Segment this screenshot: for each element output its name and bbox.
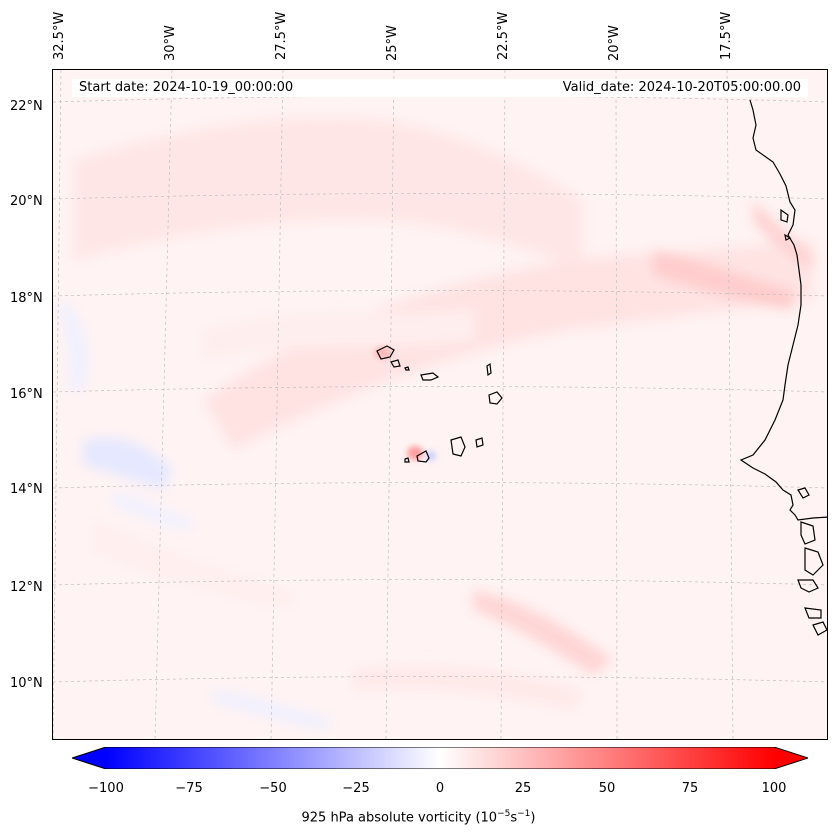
lon-label-32-5w: 32.5°W <box>52 11 67 60</box>
colorbar-extend-min <box>72 747 106 769</box>
map-canvas <box>53 70 827 739</box>
lat-label-18n: 18°N <box>10 291 43 306</box>
coastline <box>739 99 827 636</box>
colorbar-tick: −75 <box>175 781 203 796</box>
colorbar-tick: −100 <box>88 781 124 796</box>
colorbar-tick: 50 <box>598 781 616 796</box>
lon-label-17-5w: 17.5°W <box>719 11 734 60</box>
vorticity-map[interactable] <box>52 69 828 740</box>
lon-label-27-5w: 27.5°W <box>274 11 289 60</box>
colorbar-extend-max <box>774 747 808 769</box>
lat-label-20n: 20°N <box>10 194 43 209</box>
lat-label-14n: 14°N <box>10 482 43 497</box>
lat-label-10n: 10°N <box>10 676 43 691</box>
lat-label-22n: 22°N <box>10 99 43 114</box>
cabo-verde-islands <box>376 345 503 463</box>
lat-label-16n: 16°N <box>10 387 43 402</box>
valid-date-label: Valid_date: 2024-10-20T05:00:00.00 <box>562 80 801 95</box>
lon-label-20w: 20°W <box>607 25 622 61</box>
colorbar-tick: 25 <box>514 781 532 796</box>
colorbar-tick: −25 <box>342 781 370 796</box>
colorbar-label: 925 hPa absolute vorticity (10−5s−1) <box>301 809 536 826</box>
colorbar-tick: 75 <box>681 781 699 796</box>
info-bar: Start date: 2024-10-19_00:00:00 Valid_da… <box>72 79 808 97</box>
lon-label-30w: 30°W <box>163 25 178 61</box>
start-date-label: Start date: 2024-10-19_00:00:00 <box>79 80 294 95</box>
lat-label-12n: 12°N <box>10 580 43 595</box>
colorbar-tick: 0 <box>435 781 445 796</box>
lon-label-22-5w: 22.5°W <box>496 11 511 60</box>
colorbar <box>72 747 808 769</box>
colorbar-tick: −50 <box>259 781 287 796</box>
lon-label-25w: 25°W <box>385 25 400 61</box>
colorbar-tick: 100 <box>761 781 787 796</box>
colorbar-gradient <box>106 747 774 769</box>
gridlines <box>53 70 827 739</box>
